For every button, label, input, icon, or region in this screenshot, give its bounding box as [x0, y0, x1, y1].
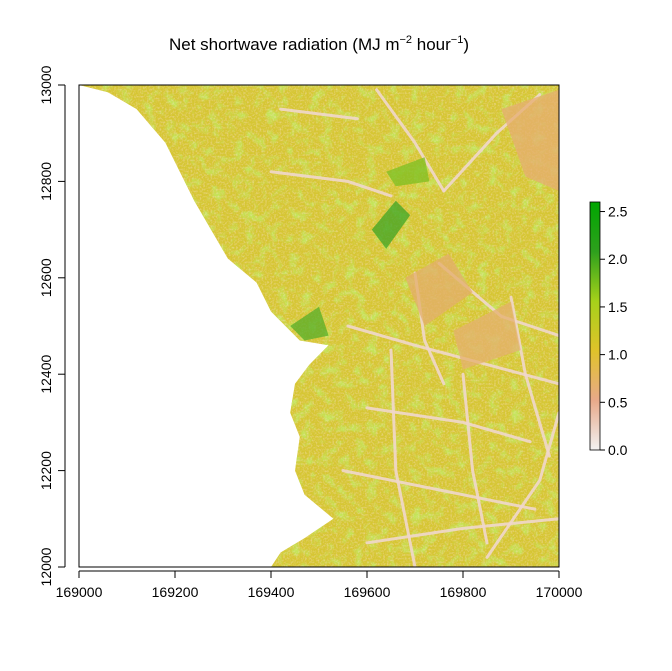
- y-tick-label-12000: 12000: [38, 547, 54, 586]
- colorbar-tick-label-0: 0.0: [608, 442, 628, 458]
- field-boundary-2: [269, 170, 393, 198]
- field-boundary-0: [375, 88, 446, 193]
- x-axis: 169000 169200 169400 169600 169800 170000: [56, 570, 583, 600]
- field-boundary-1: [279, 107, 359, 121]
- raster-patches: [290, 89, 559, 370]
- y-axis: 12000 12200 12400 12600 12800 13000: [38, 65, 66, 586]
- field-boundaries: [269, 88, 559, 567]
- x-tick-label-170000: 170000: [536, 584, 583, 600]
- colorbar-tick-label-3: 1.5: [608, 299, 628, 315]
- y-tick-label-12200: 12200: [38, 451, 54, 490]
- field-boundary-8: [341, 469, 537, 511]
- colorbar-tick-label-2: 1.0: [608, 347, 628, 363]
- plot-frame: [78, 84, 560, 568]
- colorbar-gradient: [589, 201, 601, 451]
- colorbar-tick-label-5: 2.5: [608, 204, 628, 220]
- x-tick-label-169000: 169000: [56, 584, 103, 600]
- y-tick-label-12600: 12600: [38, 258, 54, 297]
- green-cluster-coast: [290, 306, 329, 341]
- field-boundary-7: [365, 406, 532, 444]
- plot-area: [78, 84, 560, 568]
- green-cluster-north: [386, 157, 430, 187]
- x-tick-label-169400: 169400: [248, 584, 295, 600]
- x-tick-label-169800: 169800: [440, 584, 487, 600]
- field-boundary-12: [389, 348, 417, 567]
- x-tick-label-169600: 169600: [344, 584, 391, 600]
- x-tick-label-169200: 169200: [152, 584, 199, 600]
- field-boundary-13: [485, 411, 559, 559]
- chart-title: Net shortwave radiation (MJ m−2 hour−1): [169, 34, 469, 54]
- field-boundary-6: [346, 324, 559, 386]
- y-tick-label-12800: 12800: [38, 162, 54, 201]
- green-cluster-valley: [371, 200, 411, 249]
- y-tick-label-12400: 12400: [38, 355, 54, 394]
- colorbar: 0.0 0.5 1.0 1.5 2.0 2.5: [589, 201, 628, 458]
- y-tick-label-13000: 13000: [38, 65, 54, 104]
- orange-field-mid: [405, 253, 473, 326]
- field-boundary-9: [365, 517, 559, 545]
- orange-field-east: [453, 301, 521, 370]
- field-boundary-10: [461, 372, 489, 545]
- colorbar-tick-label-4: 2.0: [608, 251, 628, 267]
- colorbar-ticks: 0.0 0.5 1.0 1.5 2.0 2.5: [600, 204, 628, 458]
- orange-field-ne: [501, 89, 559, 191]
- colorbar-tick-label-1: 0.5: [608, 394, 628, 410]
- field-boundary-11: [509, 295, 551, 458]
